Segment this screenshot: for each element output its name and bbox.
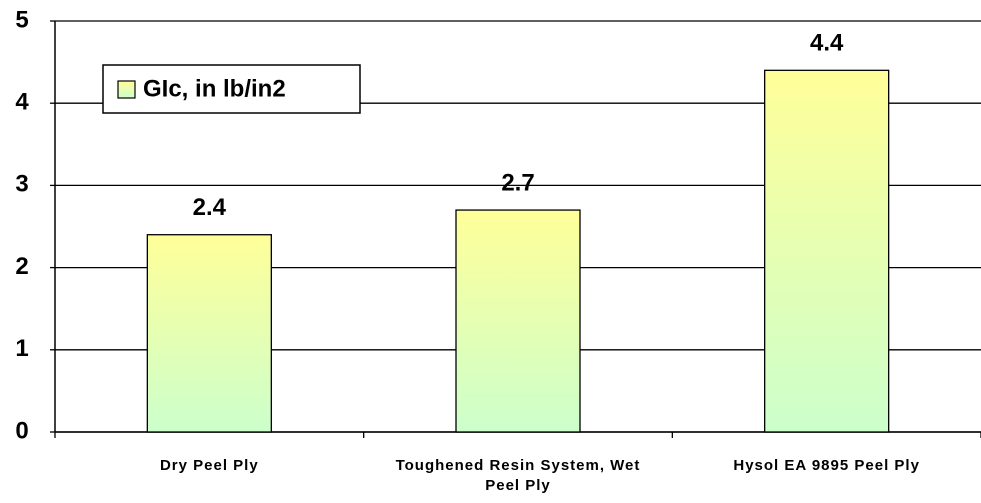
legend-label: GIc, in lb/in2 [143,75,286,102]
bar [455,209,581,433]
y-tick-label: 0 [15,417,28,444]
x-tick-label: Toughened Resin System, Wet Peel Ply [395,457,641,494]
data-label: 2.7 [501,169,534,196]
y-tick-label: 2 [15,253,28,280]
data-label: 2.4 [193,194,227,221]
data-label: 4.4 [810,30,844,57]
x-tick-label: Dry Peel Ply [159,457,259,474]
y-tick-label: 5 [15,6,28,33]
y-tick-label: 4 [15,89,29,116]
y-tick-label: 1 [15,335,28,362]
y-tick-label: 3 [15,171,28,198]
x-tick-label: Hysol EA 9895 Peel Ply [733,457,920,474]
legend: GIc, in lb/in2 [102,64,361,114]
legend-box [102,64,361,114]
legend-swatch [117,80,136,99]
bar [764,69,890,433]
bar [146,234,272,433]
